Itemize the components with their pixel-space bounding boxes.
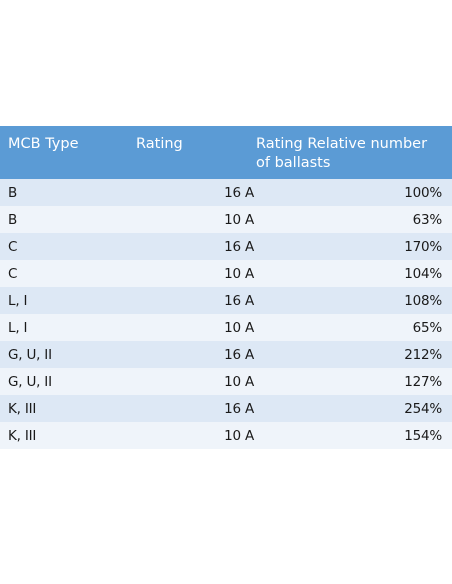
cell-mcb-type: G, U, II bbox=[8, 346, 52, 363]
cell-mcb-type: C bbox=[8, 265, 18, 282]
table-row: K, III 16 A 254% bbox=[0, 395, 452, 422]
cell-rating: 16 A bbox=[224, 346, 254, 363]
cell-rating: 16 A bbox=[224, 292, 254, 309]
cell-mcb-type: K, III bbox=[8, 400, 37, 417]
cell-relative-ballasts: 212% bbox=[404, 346, 442, 363]
table-row: B 16 A 100% bbox=[0, 179, 452, 206]
table-row: L, I 10 A 65% bbox=[0, 314, 452, 341]
cell-rating: 10 A bbox=[224, 265, 254, 282]
cell-rating: 16 A bbox=[224, 238, 254, 255]
cell-relative-ballasts: 254% bbox=[404, 400, 442, 417]
cell-relative-ballasts: 108% bbox=[404, 292, 442, 309]
cell-relative-ballasts: 65% bbox=[412, 319, 443, 336]
header-rating: Rating bbox=[136, 136, 183, 152]
header-mcb-type: MCB Type bbox=[8, 136, 79, 152]
cell-rating: 10 A bbox=[224, 427, 254, 444]
cell-rating: 10 A bbox=[224, 211, 254, 228]
table-row: K, III 10 A 154% bbox=[0, 422, 452, 449]
table-row: L, I 16 A 108% bbox=[0, 287, 452, 314]
cell-rating: 10 A bbox=[224, 319, 254, 336]
table-row: G, U, II 10 A 127% bbox=[0, 368, 452, 395]
cell-relative-ballasts: 154% bbox=[404, 427, 442, 444]
cell-mcb-type: L, I bbox=[8, 292, 28, 309]
table-row: C 16 A 170% bbox=[0, 233, 452, 260]
cell-mcb-type: G, U, II bbox=[8, 373, 52, 390]
cell-mcb-type: B bbox=[8, 211, 18, 228]
cell-relative-ballasts: 104% bbox=[404, 265, 442, 282]
table-header: MCB Type Rating Rating Relative number o… bbox=[0, 126, 452, 179]
cell-rating: 16 A bbox=[224, 184, 254, 201]
header-relative-ballasts: Rating Relative number of ballasts bbox=[256, 136, 428, 171]
table-row: B 10 A 63% bbox=[0, 206, 452, 233]
cell-mcb-type: C bbox=[8, 238, 18, 255]
cell-relative-ballasts: 100% bbox=[404, 184, 442, 201]
table-row: G, U, II 16 A 212% bbox=[0, 341, 452, 368]
cell-mcb-type: B bbox=[8, 184, 18, 201]
cell-relative-ballasts: 170% bbox=[404, 238, 442, 255]
cell-relative-ballasts: 127% bbox=[404, 373, 442, 390]
table-row: C 10 A 104% bbox=[0, 260, 452, 287]
cell-rating: 10 A bbox=[224, 373, 254, 390]
cell-relative-ballasts: 63% bbox=[412, 211, 443, 228]
cell-mcb-type: K, III bbox=[8, 427, 37, 444]
cell-rating: 16 A bbox=[224, 400, 254, 417]
table-body: B 16 A 100% B 10 A 63% C 16 A 170% C 10 A 104% L, I 1… bbox=[0, 179, 452, 449]
mcb-ballast-table: MCB Type Rating Rating Relative number o… bbox=[0, 126, 452, 449]
cell-mcb-type: L, I bbox=[8, 319, 28, 336]
